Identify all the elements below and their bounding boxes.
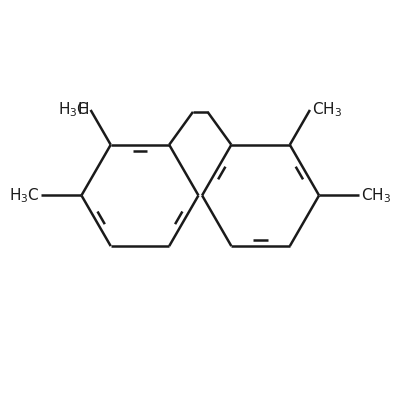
Text: CH$_3$: CH$_3$ xyxy=(312,101,342,119)
Text: H$_3$C: H$_3$C xyxy=(58,101,89,119)
Text: H: H xyxy=(77,102,89,118)
Text: CH$_3$: CH$_3$ xyxy=(361,186,391,205)
Text: H$_3$C: H$_3$C xyxy=(9,186,40,205)
